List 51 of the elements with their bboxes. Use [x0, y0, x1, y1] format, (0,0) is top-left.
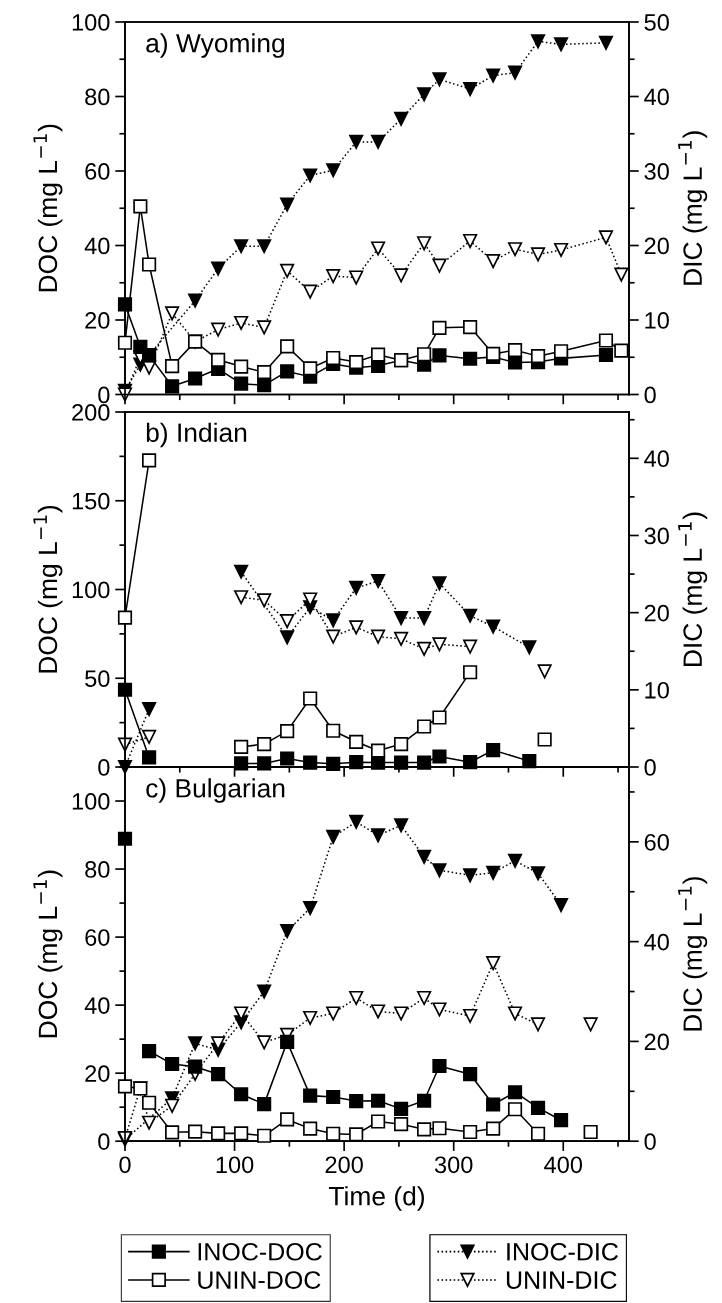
y-tick-label: 0 — [98, 759, 110, 776]
x-axis-title: Time (d) — [328, 1186, 424, 1211]
y2-axis-title: DIC (mg L$^{−1}$) — [678, 131, 708, 285]
y2-tick-label: 20 — [644, 1033, 669, 1051]
y2-tick-label: 60 — [644, 833, 669, 851]
y2-tick-label: 40 — [644, 933, 669, 951]
y-tick-label: 80 — [85, 88, 110, 106]
y2-tick-label: 50 — [644, 14, 669, 31]
y-axis-title: DOC (mg L$^{−1}$) — [33, 505, 63, 673]
x-tick-label: 0 — [119, 1156, 131, 1174]
y-tick-label: 50 — [85, 670, 110, 688]
y2-tick-label: 10 — [645, 312, 669, 329]
y-tick-label: 100 — [72, 581, 110, 599]
y2-tick-label: 30 — [644, 527, 669, 545]
x-tick-label: 300 — [434, 1156, 473, 1174]
y-tick-label: 20 — [85, 1065, 110, 1082]
y-tick-label: 80 — [85, 861, 110, 878]
y-tick-label: 0 — [98, 386, 110, 404]
y-tick-label: 200 — [72, 404, 110, 421]
y2-tick-label: 40 — [644, 88, 669, 106]
legend-label: UNIN-DIC — [506, 1271, 617, 1289]
x-tick-label: 200 — [325, 1156, 363, 1174]
y-tick-label: 100 — [72, 14, 110, 31]
y2-tick-label: 10 — [645, 681, 669, 699]
x-tick-label: 400 — [544, 1156, 583, 1174]
y-tick-label: 100 — [72, 793, 110, 810]
y-tick-label: 0 — [98, 1133, 110, 1150]
y-axis-title: DOC (mg L$^{−1}$) — [33, 870, 63, 1038]
y-tick-label: 60 — [85, 929, 110, 946]
y-axis-title: DOC (mg L$^{−1}$) — [33, 124, 63, 292]
y-tick-label: 20 — [85, 312, 110, 329]
x-tick-label: 100 — [216, 1156, 254, 1174]
y2-tick-label: 20 — [644, 237, 669, 255]
y2-axis-title: DIC (mg L$^{−1}$) — [678, 512, 708, 666]
y2-tick-label: 30 — [644, 163, 669, 180]
y2-tick-label: 40 — [644, 450, 669, 468]
legend-label: UNIN-DOC — [198, 1271, 321, 1289]
y-tick-label: 150 — [72, 492, 110, 510]
legend-label: INOC-DIC — [507, 1242, 618, 1261]
chart-title: a) Wyoming — [146, 33, 284, 58]
legend-label: INOC-DOC — [198, 1242, 322, 1261]
y2-tick-label: 0 — [644, 1133, 656, 1150]
y-tick-label: 60 — [85, 163, 110, 180]
chart-title: c) Bulgarian — [146, 778, 285, 803]
y2-tick-label: 0 — [644, 759, 656, 776]
chart-title: b) Indian — [146, 422, 247, 448]
y2-tick-label: 20 — [644, 604, 669, 622]
y2-axis-title: DIC (mg L$^{−1}$) — [678, 877, 708, 1031]
y-tick-label: 40 — [84, 997, 110, 1014]
y-tick-label: 40 — [84, 237, 110, 255]
y2-tick-label: 0 — [644, 386, 656, 404]
